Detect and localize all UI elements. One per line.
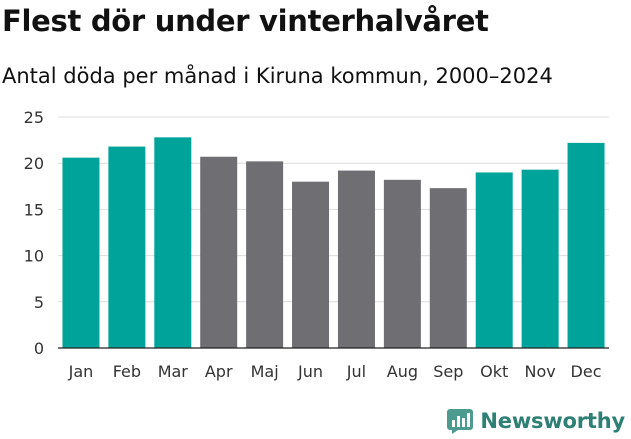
newsworthy-logo: Newsworthy <box>446 407 625 435</box>
x-tick-label: Jun <box>297 362 323 381</box>
gridlines <box>58 116 609 303</box>
x-tick-label: Dec <box>571 362 602 381</box>
x-tick-label: Apr <box>205 362 233 381</box>
bar-jul <box>337 170 375 348</box>
bars <box>62 137 605 348</box>
x-tick-label: Mar <box>158 362 189 381</box>
x-tick-label: Aug <box>387 362 418 381</box>
x-tick-label: Jan <box>68 362 94 381</box>
x-tick-label: Sep <box>433 362 463 381</box>
bar-feb <box>108 146 146 348</box>
bar-jan <box>62 157 100 348</box>
y-tick-label: 5 <box>34 293 44 312</box>
bar-sep <box>429 188 467 348</box>
chart-title: Flest dör under vinterhalvåret <box>2 4 489 38</box>
bar-aug <box>383 179 421 348</box>
y-tick-label: 15 <box>24 200 44 219</box>
x-tick-label: Jul <box>346 362 366 381</box>
x-tick-label: Feb <box>113 362 141 381</box>
x-tick-label: Maj <box>251 362 279 381</box>
bar-apr <box>200 156 238 348</box>
bar-maj <box>246 161 284 348</box>
x-tick-label: Okt <box>480 362 508 381</box>
x-axis: Jan Feb Mar Apr Maj Jun Jul Aug Sep Okt Nov Dec <box>58 347 609 381</box>
brand-name: Newsworthy <box>480 409 625 433</box>
y-tick-label: 25 <box>24 108 44 127</box>
bar-jun <box>292 181 330 348</box>
x-tick-label: Nov <box>525 362 556 381</box>
y-tick-label: 10 <box>24 247 44 266</box>
y-axis: 0 5 10 15 20 25 <box>24 108 44 358</box>
chart-subtitle: Antal döda per månad i Kiruna kommun, 20… <box>2 64 553 88</box>
y-tick-label: 20 <box>24 154 44 173</box>
newsworthy-bar-icon <box>447 409 474 434</box>
bar-okt <box>475 172 513 348</box>
bar-nov <box>521 169 559 348</box>
bar-mar <box>154 137 192 348</box>
y-tick-label: 0 <box>34 339 44 358</box>
bar-dec <box>567 142 605 348</box>
